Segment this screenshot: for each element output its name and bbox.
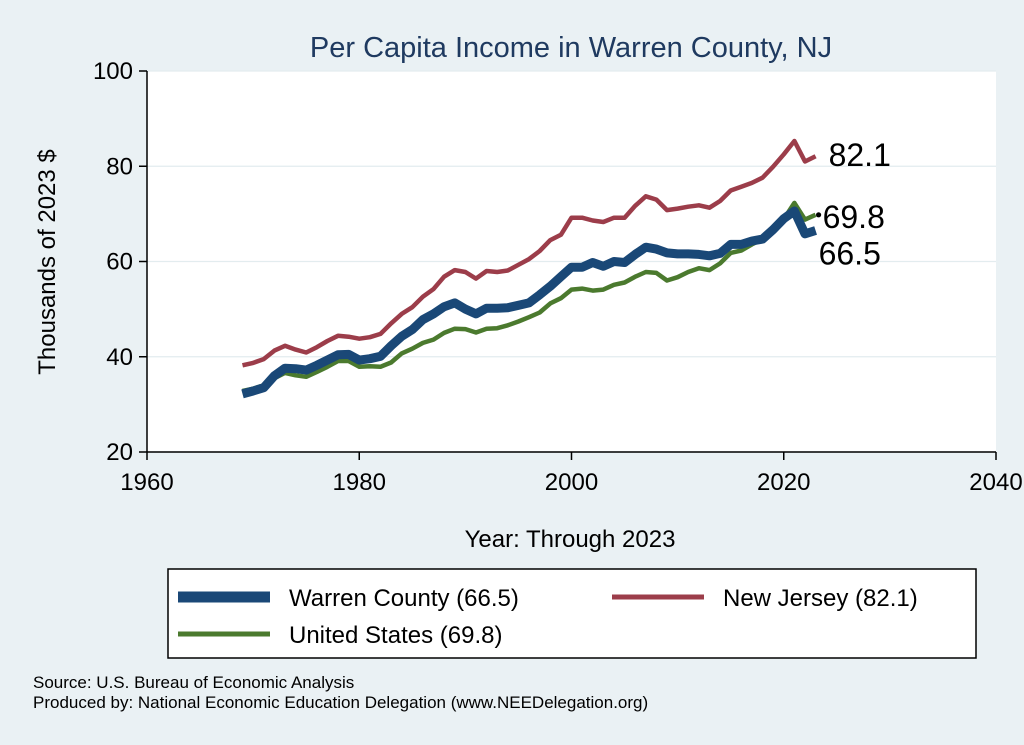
- x-tick-label: 2000: [545, 469, 598, 496]
- y-tick-label: 40: [106, 344, 133, 371]
- legend-label: United States (69.8): [289, 622, 502, 649]
- end-label-nj: 82.1: [829, 137, 891, 173]
- series-line: [241, 206, 817, 399]
- source-line-2: Produced by: National Economic Education…: [33, 693, 648, 712]
- legend-label: New Jersey (82.1): [723, 585, 918, 612]
- y-axis-label: Thousands of 2023 $: [34, 149, 61, 375]
- legend-box: [167, 568, 977, 659]
- y-tick-label: 20: [106, 439, 133, 466]
- x-axis-label: Year: Through 2023: [465, 526, 676, 553]
- series-lines: [241, 138, 817, 399]
- end-label-warren: 66.5: [819, 236, 881, 272]
- series-line: [242, 200, 817, 394]
- y-tick-label: 60: [106, 249, 133, 276]
- x-tick-label: 1980: [333, 469, 386, 496]
- y-tick-label: 100: [93, 58, 133, 85]
- x-tick-label: 1960: [120, 469, 173, 496]
- x-tick-label: 2040: [969, 469, 1022, 496]
- source-line-1: Source: U.S. Bureau of Economic Analysis: [33, 673, 354, 692]
- legend-label: Warren County (66.5): [289, 585, 519, 612]
- chart-title: Per Capita Income in Warren County, NJ: [310, 32, 832, 64]
- end-label-us: 69.8: [823, 199, 885, 235]
- end-marker-us: [815, 212, 822, 218]
- y-tick-label: 80: [106, 153, 133, 180]
- x-tick-label: 2020: [757, 469, 810, 496]
- end-labels: 82.1 69.866.5: [815, 137, 891, 272]
- legend: Warren County (66.5) New Jersey (82.1) Uni…: [178, 585, 918, 649]
- series-line: [242, 138, 817, 368]
